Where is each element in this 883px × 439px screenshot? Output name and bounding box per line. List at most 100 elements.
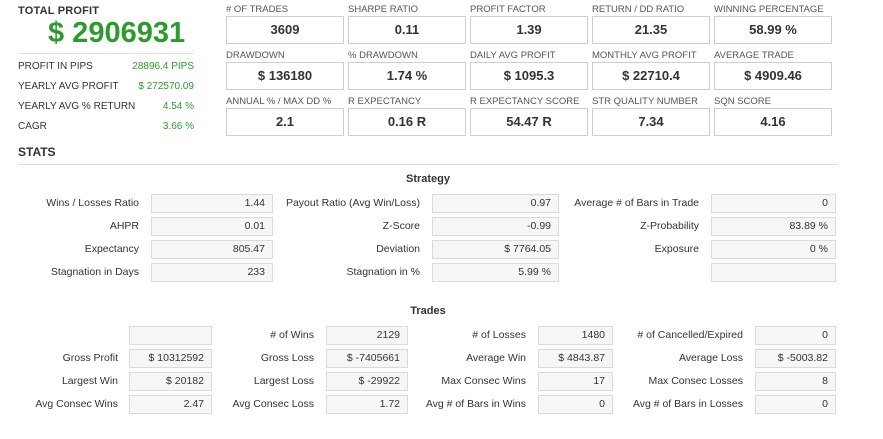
summary-value: 4.54 % — [162, 101, 194, 112]
summary-row-yearly-avg-return: YEARLY AVG % RETURN 4.54 % — [18, 97, 194, 117]
metric-label: % DRAWDOWN — [348, 50, 418, 61]
stat-label: Z-Probability — [640, 220, 699, 232]
metric-annual-max-dd: ANNUAL % / MAX DD % 2.1 — [226, 96, 344, 142]
metric-percent-drawdown: % DRAWDOWN 1.74 % — [348, 50, 466, 96]
stat-value: $ 20182 — [129, 372, 212, 391]
stat-label: Avg # of Bars in Losses — [632, 398, 743, 410]
trades-heading: Trades — [410, 305, 446, 317]
summary-label: YEARLY AVG PROFIT — [18, 81, 119, 92]
metric-value: 21.35 — [592, 16, 710, 44]
stat-label: Wins / Losses Ratio — [46, 197, 139, 209]
metric-value: $ 1095.3 — [470, 62, 588, 90]
summary-label: YEARLY AVG % RETURN — [18, 101, 136, 112]
summary-row-profit-in-pips: PROFIT IN PIPS 28896.4 PIPS — [18, 57, 194, 77]
metric-average-trade: AVERAGE TRADE $ 4909.46 — [714, 50, 832, 96]
stat-label: # of Losses — [472, 329, 526, 341]
metric-label: MONTHLY AVG PROFIT — [592, 50, 697, 61]
stat-value: 0 — [538, 395, 613, 414]
metric-value: 3609 — [226, 16, 344, 44]
stat-label: Largest Loss — [253, 375, 314, 387]
metric-label: SQN SCORE — [714, 96, 772, 107]
stat-value: 0 % — [711, 240, 836, 259]
metric-value: 0.11 — [348, 16, 466, 44]
summary-row-yearly-avg-profit: YEARLY AVG PROFIT $ 272570.09 — [18, 77, 194, 97]
stat-label: Deviation — [376, 243, 420, 255]
total-profit-title: TOTAL PROFIT — [18, 5, 100, 17]
metric-value: $ 4909.46 — [714, 62, 832, 90]
stat-label: AHPR — [109, 220, 139, 232]
metric-label: STR QUALITY NUMBER — [592, 96, 698, 107]
strategy-heading: Strategy — [405, 173, 451, 185]
metric-label: R EXPECTANCY — [348, 96, 422, 107]
metric-label: PROFIT FACTOR — [470, 4, 546, 15]
stats-divider — [18, 164, 838, 165]
stat-label: Average # of Bars in Trade — [574, 197, 699, 209]
metric-label: AVERAGE TRADE — [714, 50, 794, 61]
metric-number-of-trades: # OF TRADES 3609 — [226, 4, 344, 50]
metric-value: 7.34 — [592, 108, 710, 136]
metric-r-expectancy: R EXPECTANCY 0.16 R — [348, 96, 466, 142]
stat-value: $ 4843.87 — [538, 349, 613, 368]
metric-daily-avg-profit: DAILY AVG PROFIT $ 1095.3 — [470, 50, 588, 96]
stat-label: # of Wins — [270, 329, 314, 341]
stat-value: 2.47 — [129, 395, 212, 414]
metric-label: DAILY AVG PROFIT — [470, 50, 556, 61]
metric-label: R EXPECTANCY SCORE — [470, 96, 580, 107]
stat-value: 0 — [755, 395, 836, 414]
metric-value: $ 22710.4 — [592, 62, 710, 90]
stat-label: Stagnation in % — [346, 266, 420, 278]
total-profit-value: $ 2906931 — [48, 17, 186, 49]
stat-value: $ 10312592 — [129, 349, 212, 368]
stat-value: 233 — [151, 263, 273, 282]
stat-value: 0.01 — [151, 217, 273, 236]
summary-value: 3.66 % — [162, 121, 194, 132]
summary-label: CAGR — [18, 121, 47, 132]
stat-value: 8 — [755, 372, 836, 391]
metric-value: 4.16 — [714, 108, 832, 136]
stat-value: 1.72 — [326, 395, 408, 414]
stat-label: Avg # of Bars in Wins — [425, 398, 526, 410]
stat-value: $ -29922 — [326, 372, 408, 391]
stat-label: Average Loss — [678, 352, 743, 364]
stat-label: Max Consec Losses — [648, 375, 743, 387]
metric-label: # OF TRADES — [226, 4, 289, 15]
metric-return-dd-ratio: RETURN / DD RATIO 21.35 — [592, 4, 710, 50]
stat-label: Largest Win — [61, 375, 118, 387]
stat-value: 0.97 — [432, 194, 559, 213]
stat-label — [560, 263, 699, 281]
metric-drawdown: DRAWDOWN $ 136180 — [226, 50, 344, 96]
stat-value: 17 — [538, 372, 613, 391]
metric-value: 54.47 R — [470, 108, 588, 136]
stat-label: Exposure — [654, 243, 699, 255]
stat-label: Expectancy — [84, 243, 139, 255]
metric-value: $ 136180 — [226, 62, 344, 90]
total-profit-divider — [18, 53, 194, 54]
metric-value: 1.39 — [470, 16, 588, 44]
metric-profit-factor: PROFIT FACTOR 1.39 — [470, 4, 588, 50]
stat-label: Payout Ratio (Avg Win/Loss) — [285, 197, 420, 209]
stat-label: Avg Consec Loss — [232, 398, 314, 410]
stat-value: 0 — [755, 326, 836, 345]
metric-label: WINNING PERCENTAGE — [714, 4, 824, 15]
metric-value: 1.74 % — [348, 62, 466, 90]
stat-label: Z-Score — [382, 220, 420, 232]
metric-label: SHARPE RATIO — [348, 4, 419, 15]
stat-label: # of Cancelled/Expired — [637, 329, 743, 341]
metric-label: ANNUAL % / MAX DD % — [226, 96, 332, 107]
summary-label: PROFIT IN PIPS — [18, 61, 93, 72]
metric-label: RETURN / DD RATIO — [592, 4, 685, 15]
summary-value: $ 272570.09 — [138, 81, 194, 92]
metric-value: 0.16 R — [348, 108, 466, 136]
stat-value: 5.99 % — [432, 263, 559, 282]
metric-winning-percentage: WINNING PERCENTAGE 58.99 % — [714, 4, 832, 50]
stat-value: -0.99 — [432, 217, 559, 236]
metric-monthly-avg-profit: MONTHLY AVG PROFIT $ 22710.4 — [592, 50, 710, 96]
summary-value: 28896.4 PIPS — [132, 61, 194, 72]
metric-sqn-score: SQN SCORE 4.16 — [714, 96, 832, 142]
metric-str-quality-number: STR QUALITY NUMBER 7.34 — [592, 96, 710, 142]
stat-label: Max Consec Wins — [441, 375, 526, 387]
stat-value: 805.47 — [151, 240, 273, 259]
stat-label: Gross Profit — [62, 352, 118, 364]
stat-value: 1480 — [538, 326, 613, 345]
metric-value: 58.99 % — [714, 16, 832, 44]
